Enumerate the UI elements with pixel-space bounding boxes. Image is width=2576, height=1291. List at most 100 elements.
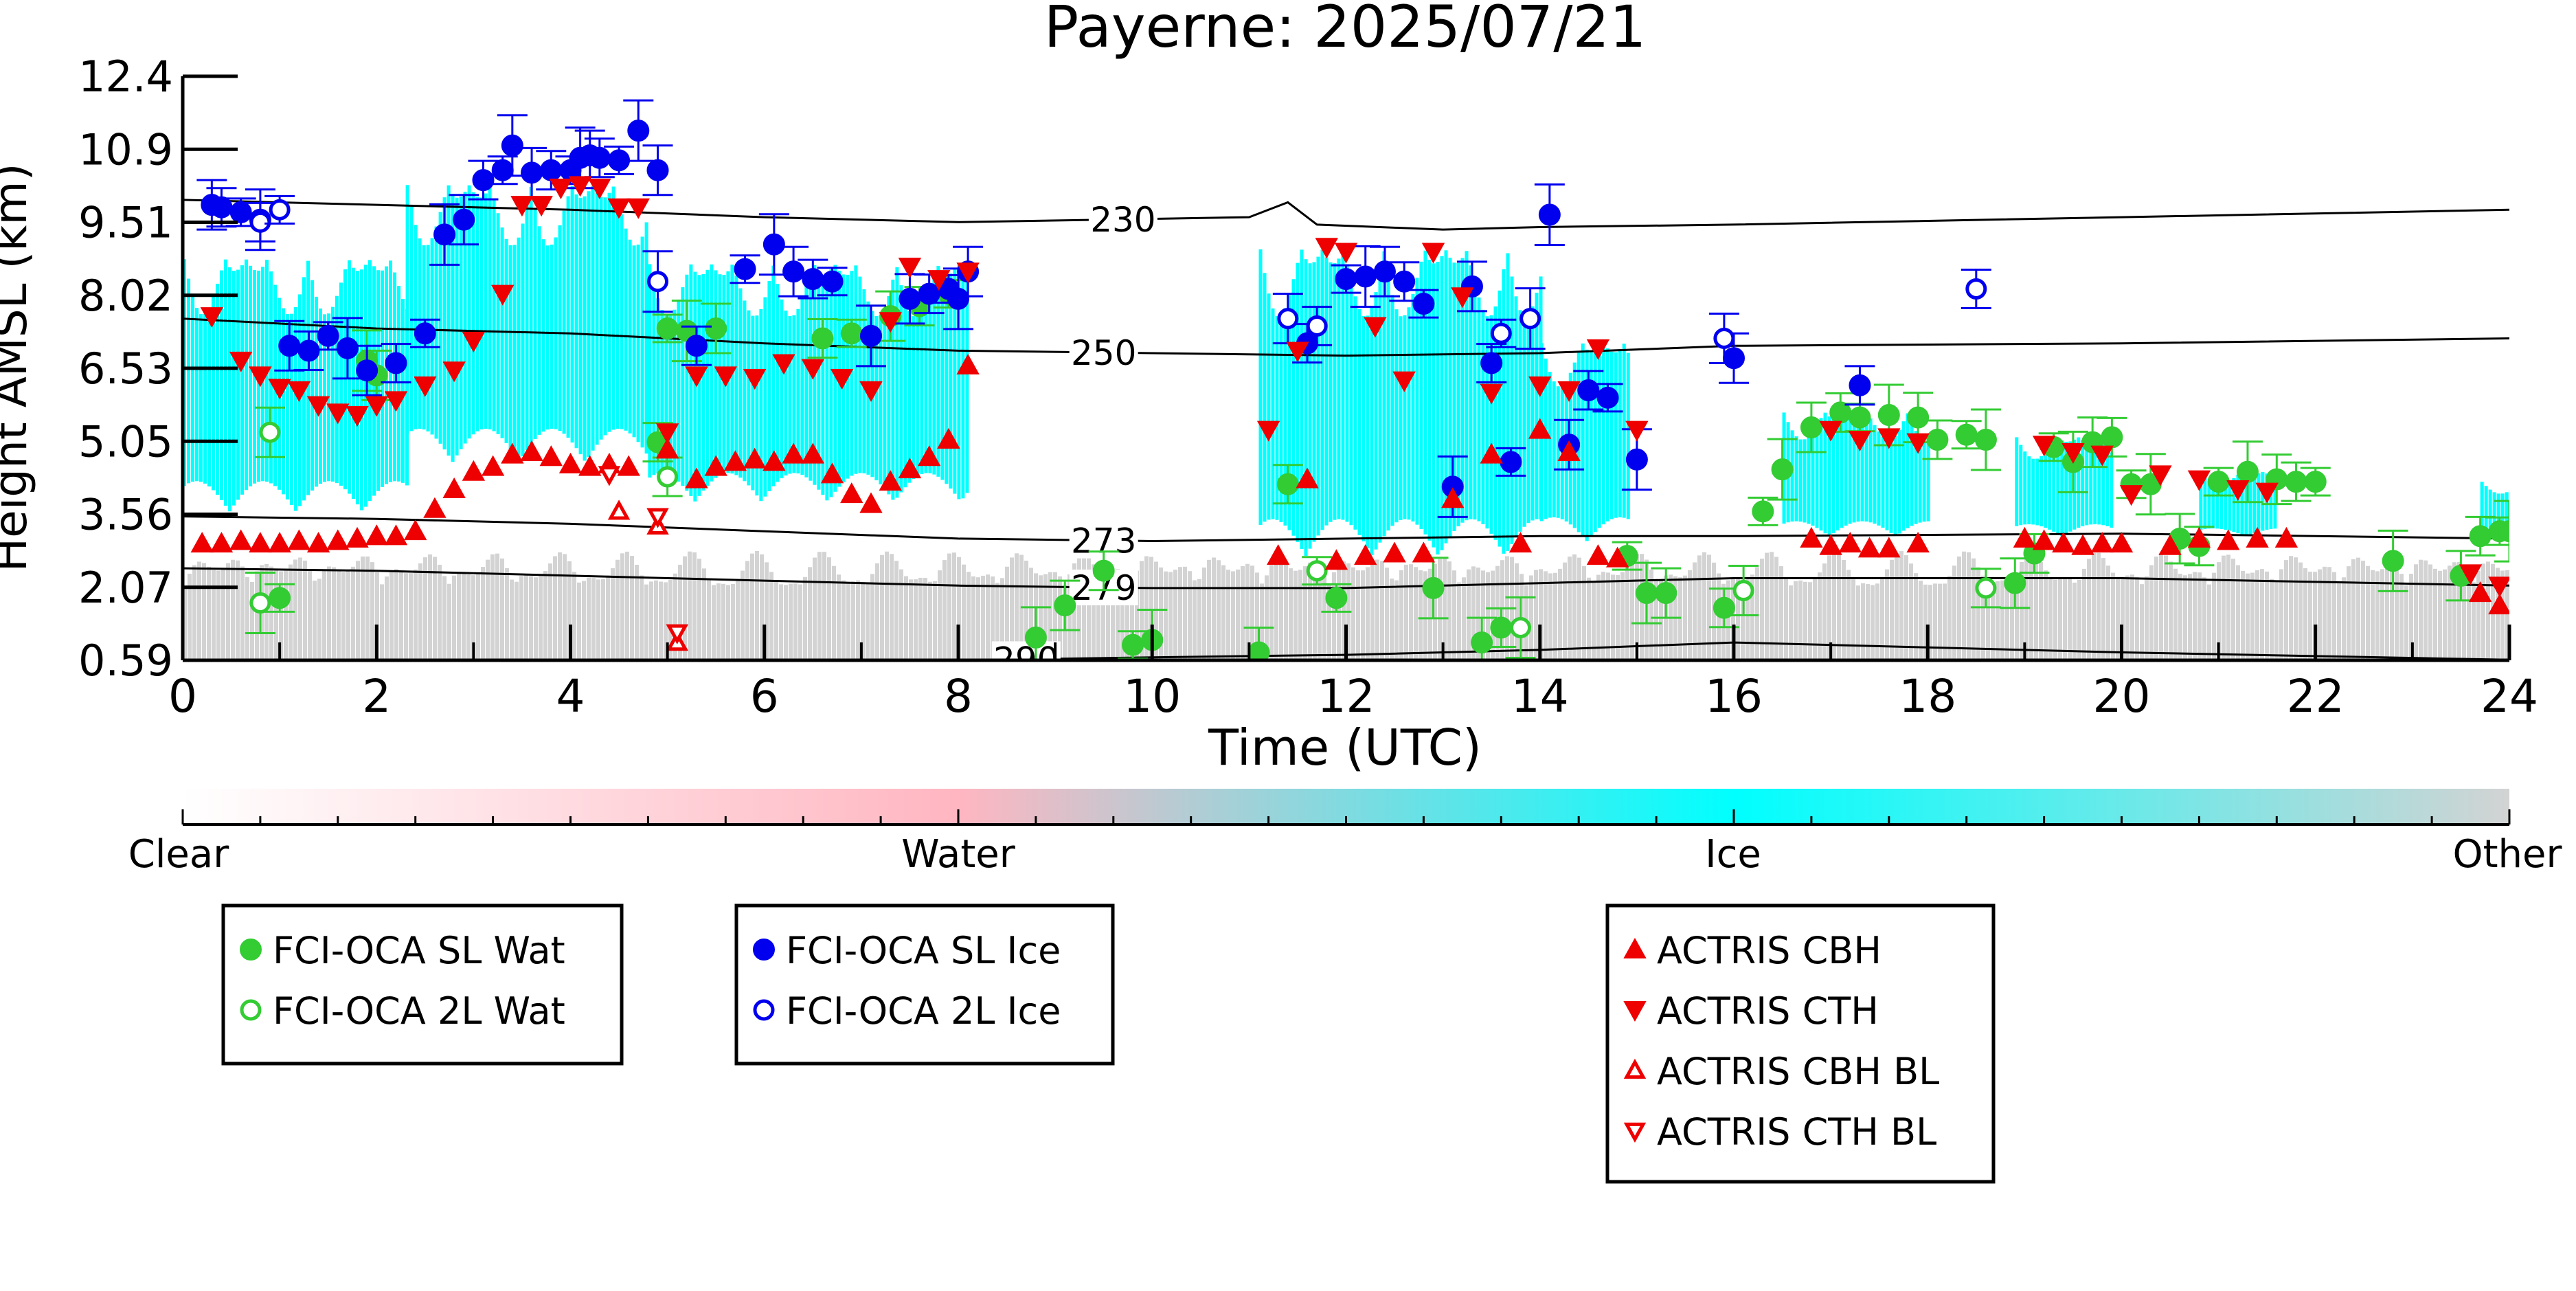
x-tick-label: 16 xyxy=(1705,670,1763,723)
data-point xyxy=(2119,485,2143,506)
classification-other-stripe xyxy=(1957,557,1961,660)
data-point xyxy=(782,260,805,283)
classification-ice-stripe xyxy=(697,275,701,496)
classification-ice-stripe xyxy=(512,245,517,456)
classification-other-stripe xyxy=(365,556,370,660)
classification-ice-stripe xyxy=(2015,437,2019,526)
classification-ice-stripe xyxy=(804,286,809,478)
classification-other-stripe xyxy=(750,553,754,660)
classification-ice-stripe xyxy=(1885,439,1889,530)
data-point xyxy=(801,359,825,380)
classification-other-stripe xyxy=(880,554,884,660)
data-point xyxy=(2285,471,2307,493)
classification-other-stripe xyxy=(1534,570,1538,660)
classification-ice-stripe xyxy=(2035,458,2040,526)
data-point xyxy=(1471,631,1493,654)
data-point xyxy=(1334,243,1358,264)
classification-other-stripe xyxy=(1707,554,1711,660)
data-point xyxy=(917,445,941,467)
classification-other-stripe xyxy=(505,568,509,660)
classification-ice-stripe xyxy=(451,194,455,462)
classification-ice-stripe xyxy=(940,272,945,480)
classification-ice-stripe xyxy=(953,269,957,494)
classification-other-stripe xyxy=(356,561,360,660)
data-point xyxy=(249,592,271,614)
classification-ice-stripe xyxy=(1279,315,1283,522)
classification-other-stripe xyxy=(1587,577,1591,660)
data-point xyxy=(2187,470,2211,491)
classification-other-stripe xyxy=(606,575,610,660)
classification-other-stripe xyxy=(630,556,634,660)
data-point xyxy=(821,270,844,293)
classification-other-stripe xyxy=(1476,568,1480,660)
data-point xyxy=(1819,534,1842,555)
data-point xyxy=(772,354,795,375)
classification-other-stripe xyxy=(1572,554,1577,660)
classification-other-stripe xyxy=(692,552,697,660)
classification-other-stripe xyxy=(183,585,187,660)
classification-ice-stripe xyxy=(1622,344,1626,518)
classification-ice-stripe xyxy=(2048,447,2052,530)
classification-other-stripe xyxy=(620,553,624,660)
classification-ice-stripe xyxy=(492,198,496,431)
data-point xyxy=(2217,529,2240,550)
data-marks xyxy=(190,99,2509,660)
classification-other-stripe xyxy=(635,564,639,660)
classification-other-stripe xyxy=(308,569,312,660)
classification-ice-stripe xyxy=(2077,437,2081,528)
classification-other-stripe xyxy=(1221,565,1225,660)
classification-ice-stripe xyxy=(562,210,566,434)
data-point xyxy=(1577,379,1600,402)
classification-ice-stripe xyxy=(2269,474,2273,529)
data-point xyxy=(1412,541,1436,563)
classification-other-stripe xyxy=(1914,573,1918,660)
classification-other-stripe xyxy=(1635,554,1639,660)
classification-other-stripe xyxy=(1904,555,1908,660)
classification-ice-stripe xyxy=(1918,436,1922,523)
classification-ice-stripe xyxy=(545,245,550,430)
data-point xyxy=(306,396,330,417)
classification-other-stripe xyxy=(2063,577,2067,660)
data-point xyxy=(423,497,447,518)
classification-other-stripe xyxy=(1688,570,1692,660)
contour-line-279 xyxy=(183,567,2509,590)
x-tick-label: 20 xyxy=(2093,670,2151,723)
data-point xyxy=(859,381,883,403)
classification-other-stripe xyxy=(438,564,442,660)
classification-other-stripe xyxy=(798,584,802,660)
classification-other-stripe xyxy=(2207,584,2211,660)
data-point xyxy=(646,508,669,528)
classification-other-stripe xyxy=(851,581,855,660)
classification-ice-stripe xyxy=(1329,262,1333,522)
data-point xyxy=(346,406,369,427)
classification-other-stripe xyxy=(2145,576,2149,660)
data-point xyxy=(1392,371,1416,392)
data-point xyxy=(899,287,921,310)
classification-other-stripe xyxy=(2072,583,2077,660)
classification-ice-stripe xyxy=(1440,256,1444,550)
classification-other-stripe xyxy=(2130,574,2134,660)
classification-other-stripe xyxy=(1971,558,1976,660)
data-point xyxy=(1974,429,1997,451)
classification-ice-stripe xyxy=(899,285,903,493)
classification-other-stripe xyxy=(1928,585,1932,660)
classification-ice-stripe xyxy=(195,308,199,482)
classification-other-stripe xyxy=(808,567,812,660)
data-point xyxy=(462,460,486,481)
data-point xyxy=(1849,374,1871,396)
classification-other-stripe xyxy=(442,576,447,660)
data-point xyxy=(1848,431,1872,452)
classification-ice-stripe xyxy=(776,284,780,482)
classification-ice-stripe xyxy=(2496,493,2500,530)
classification-ice-stripe xyxy=(1452,262,1456,532)
classification-other-stripe xyxy=(899,569,903,660)
classification-other-stripe xyxy=(1077,556,1081,660)
classification-other-stripe xyxy=(654,580,658,660)
classification-ice-stripe xyxy=(817,272,821,490)
data-point xyxy=(462,332,486,353)
classification-other-stripe xyxy=(1568,557,1572,660)
classification-other-stripe xyxy=(986,574,990,660)
classification-other-stripe xyxy=(1024,561,1028,660)
